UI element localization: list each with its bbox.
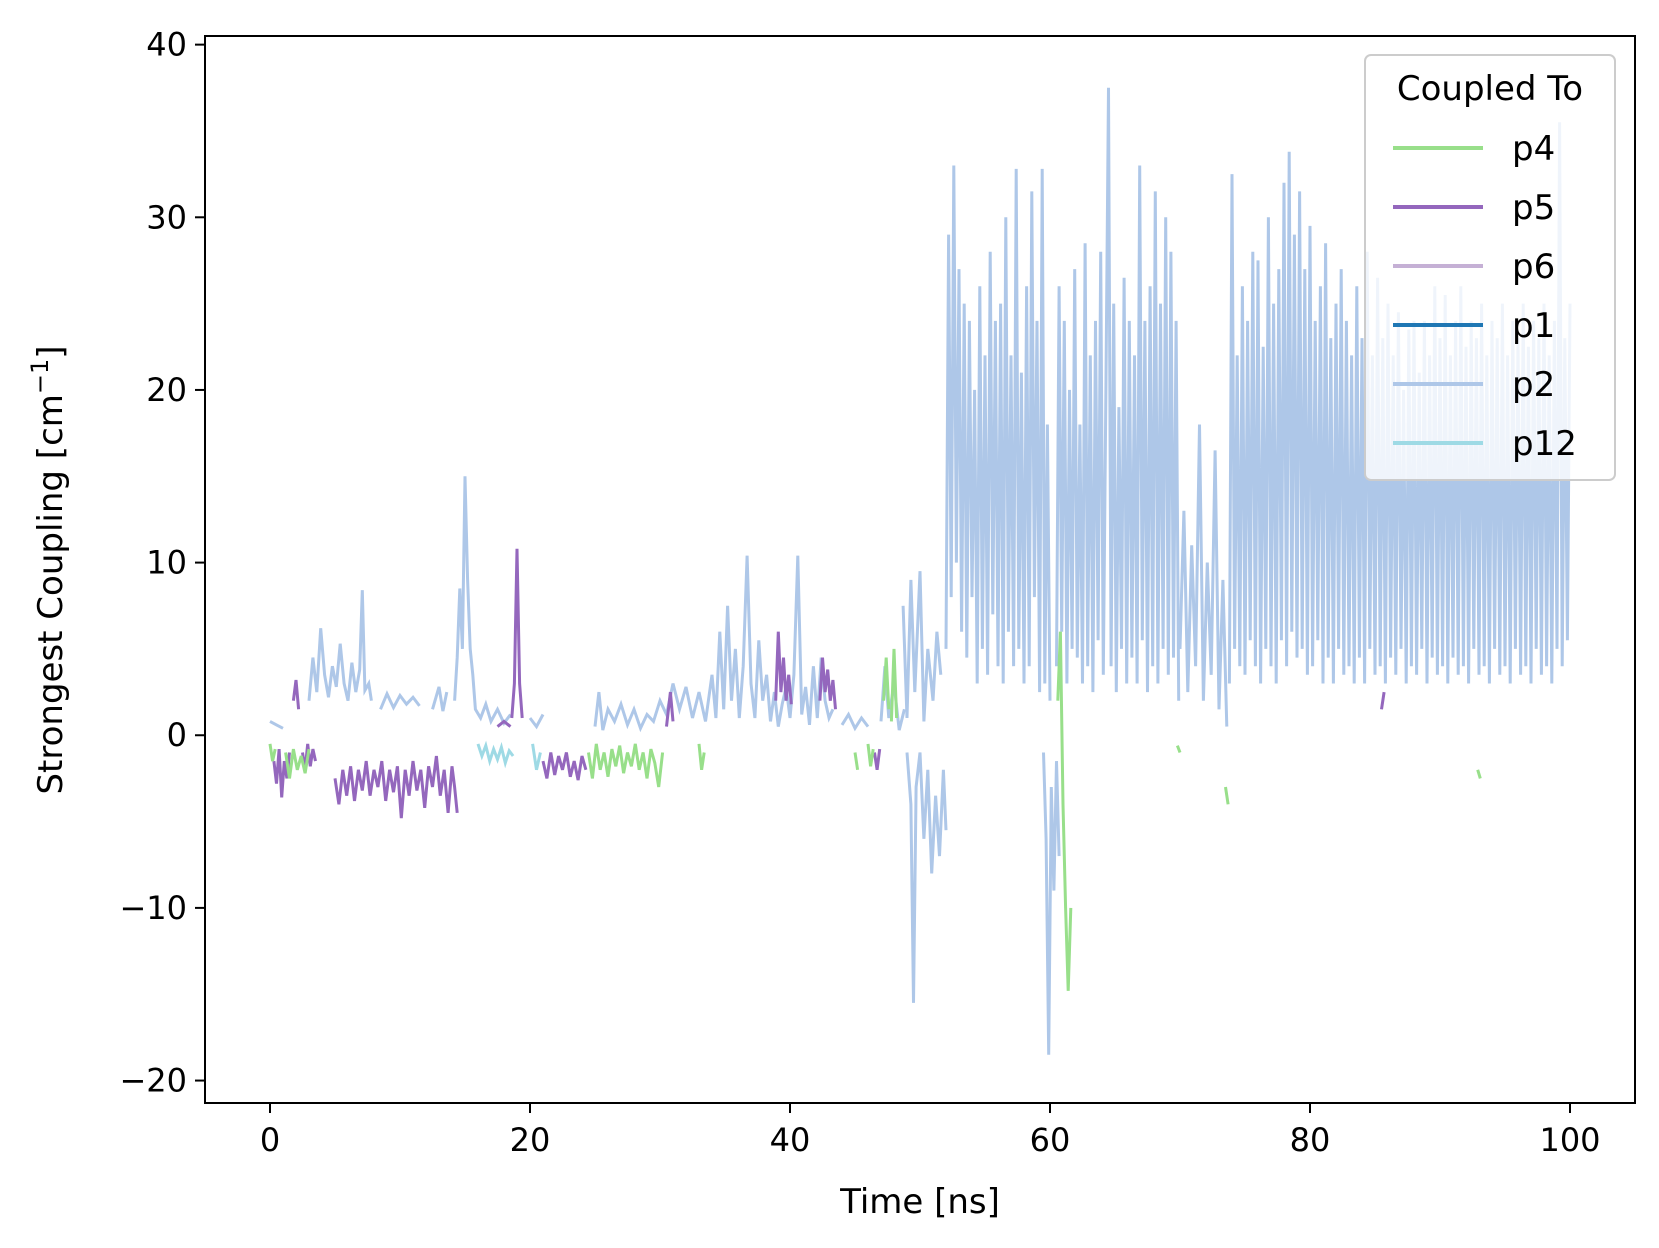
series-p4-line: [853, 752, 860, 771]
series-p4-line: [268, 743, 277, 762]
series-p4-line: [587, 743, 665, 788]
series-p2-line: [905, 752, 948, 1003]
legend-label: p1: [1512, 306, 1555, 346]
series-p5-line: [1380, 691, 1386, 710]
series-p4-line: [866, 743, 875, 767]
legend-entries: p4 p5 p6 p1 p2 p12: [1393, 129, 1577, 464]
series-p5-line: [541, 752, 588, 781]
series-p2-line: [1178, 424, 1229, 727]
legend-entry-p2: p2: [1393, 365, 1555, 405]
y-tick-label: 30: [146, 198, 187, 236]
series-p5-line: [510, 548, 524, 719]
legend-label: p5: [1512, 188, 1555, 228]
series-p2-line: [269, 720, 284, 730]
series-p5-line: [774, 631, 793, 705]
legend-entry-p1: p1: [1393, 306, 1555, 346]
series-p2-line: [379, 690, 421, 711]
y-axis: −20 −10 0 10 20 30 40: [119, 26, 205, 1100]
series-p12: [476, 740, 542, 771]
series-p2-line: [1042, 752, 1061, 1055]
x-tick-label: 20: [510, 1121, 551, 1159]
x-axis-label: Time [ns]: [839, 1182, 1000, 1222]
x-tick-label: 0: [260, 1121, 280, 1159]
series-p5-line: [333, 755, 459, 819]
y-tick-label: 20: [146, 371, 187, 409]
x-tick-label: 40: [770, 1121, 811, 1159]
legend-label: p12: [1512, 424, 1577, 464]
series-layer: [268, 87, 1572, 1055]
series-p2-line: [901, 571, 943, 722]
series-p5-line: [496, 719, 512, 728]
series-p5: [272, 548, 1386, 819]
y-axis-label-superscript: −1: [26, 359, 54, 394]
series-p5-line: [272, 748, 291, 798]
x-tick-label: 80: [1290, 1121, 1331, 1159]
legend-label: p2: [1512, 365, 1555, 405]
legend-entry-p6: p6: [1393, 247, 1555, 287]
series-p5-line: [873, 748, 882, 771]
series-p5-line: [818, 657, 837, 710]
series-p4-line: [1056, 631, 1073, 991]
series-p4-line: [284, 748, 311, 779]
y-tick-label: 10: [146, 544, 187, 582]
series-p4-line: [697, 743, 706, 771]
series-p2-line: [528, 713, 545, 730]
series-p4-line: [1175, 745, 1182, 754]
legend-entry-p4: p4: [1393, 129, 1555, 169]
series-p5-line: [665, 691, 675, 727]
legend: Coupled To p4 p5 p6 p1 p2 p12: [1364, 54, 1616, 481]
series-p12-line: [476, 740, 515, 769]
series-p5-line: [291, 679, 301, 710]
legend-box: [1364, 54, 1616, 481]
series-p2-line: [944, 165, 1052, 701]
y-axis-label-main: Strongest Coupling [cm: [31, 394, 71, 794]
series-p2-line: [431, 686, 449, 712]
x-tick-label: 100: [1539, 1121, 1600, 1159]
y-tick-label: 0: [167, 716, 187, 754]
series-p4-line: [889, 648, 899, 722]
x-tick-label: 60: [1030, 1121, 1071, 1159]
legend-entry-p5: p5: [1393, 188, 1555, 228]
series-p4-line: [882, 657, 891, 710]
series-p2-line: [840, 711, 870, 732]
series-p2-line: [307, 590, 373, 702]
series-p2-line: [453, 476, 512, 727]
series-p4-line: [1476, 769, 1482, 779]
plot-frame: [204, 35, 1636, 1104]
y-tick-label: 40: [146, 26, 187, 64]
y-axis-label: Strongest Coupling [cm−1]: [26, 345, 71, 794]
y-tick-label: −10: [119, 889, 187, 927]
y-tick-label: −20: [119, 1062, 187, 1100]
series-p4-line: [1224, 786, 1230, 805]
series-p2-line: [1055, 87, 1181, 701]
series-p12-line: [531, 743, 542, 771]
legend-title: Coupled To: [1397, 69, 1583, 109]
y-axis-label-end: ]: [31, 345, 71, 358]
legend-label: p6: [1512, 247, 1555, 287]
x-axis: 0 20 40 60 80 100: [260, 1103, 1601, 1159]
legend-label: p4: [1512, 129, 1555, 169]
series-p4: [268, 631, 1482, 991]
series-p2-line: [593, 555, 835, 733]
legend-entry-p12: p12: [1393, 424, 1577, 464]
